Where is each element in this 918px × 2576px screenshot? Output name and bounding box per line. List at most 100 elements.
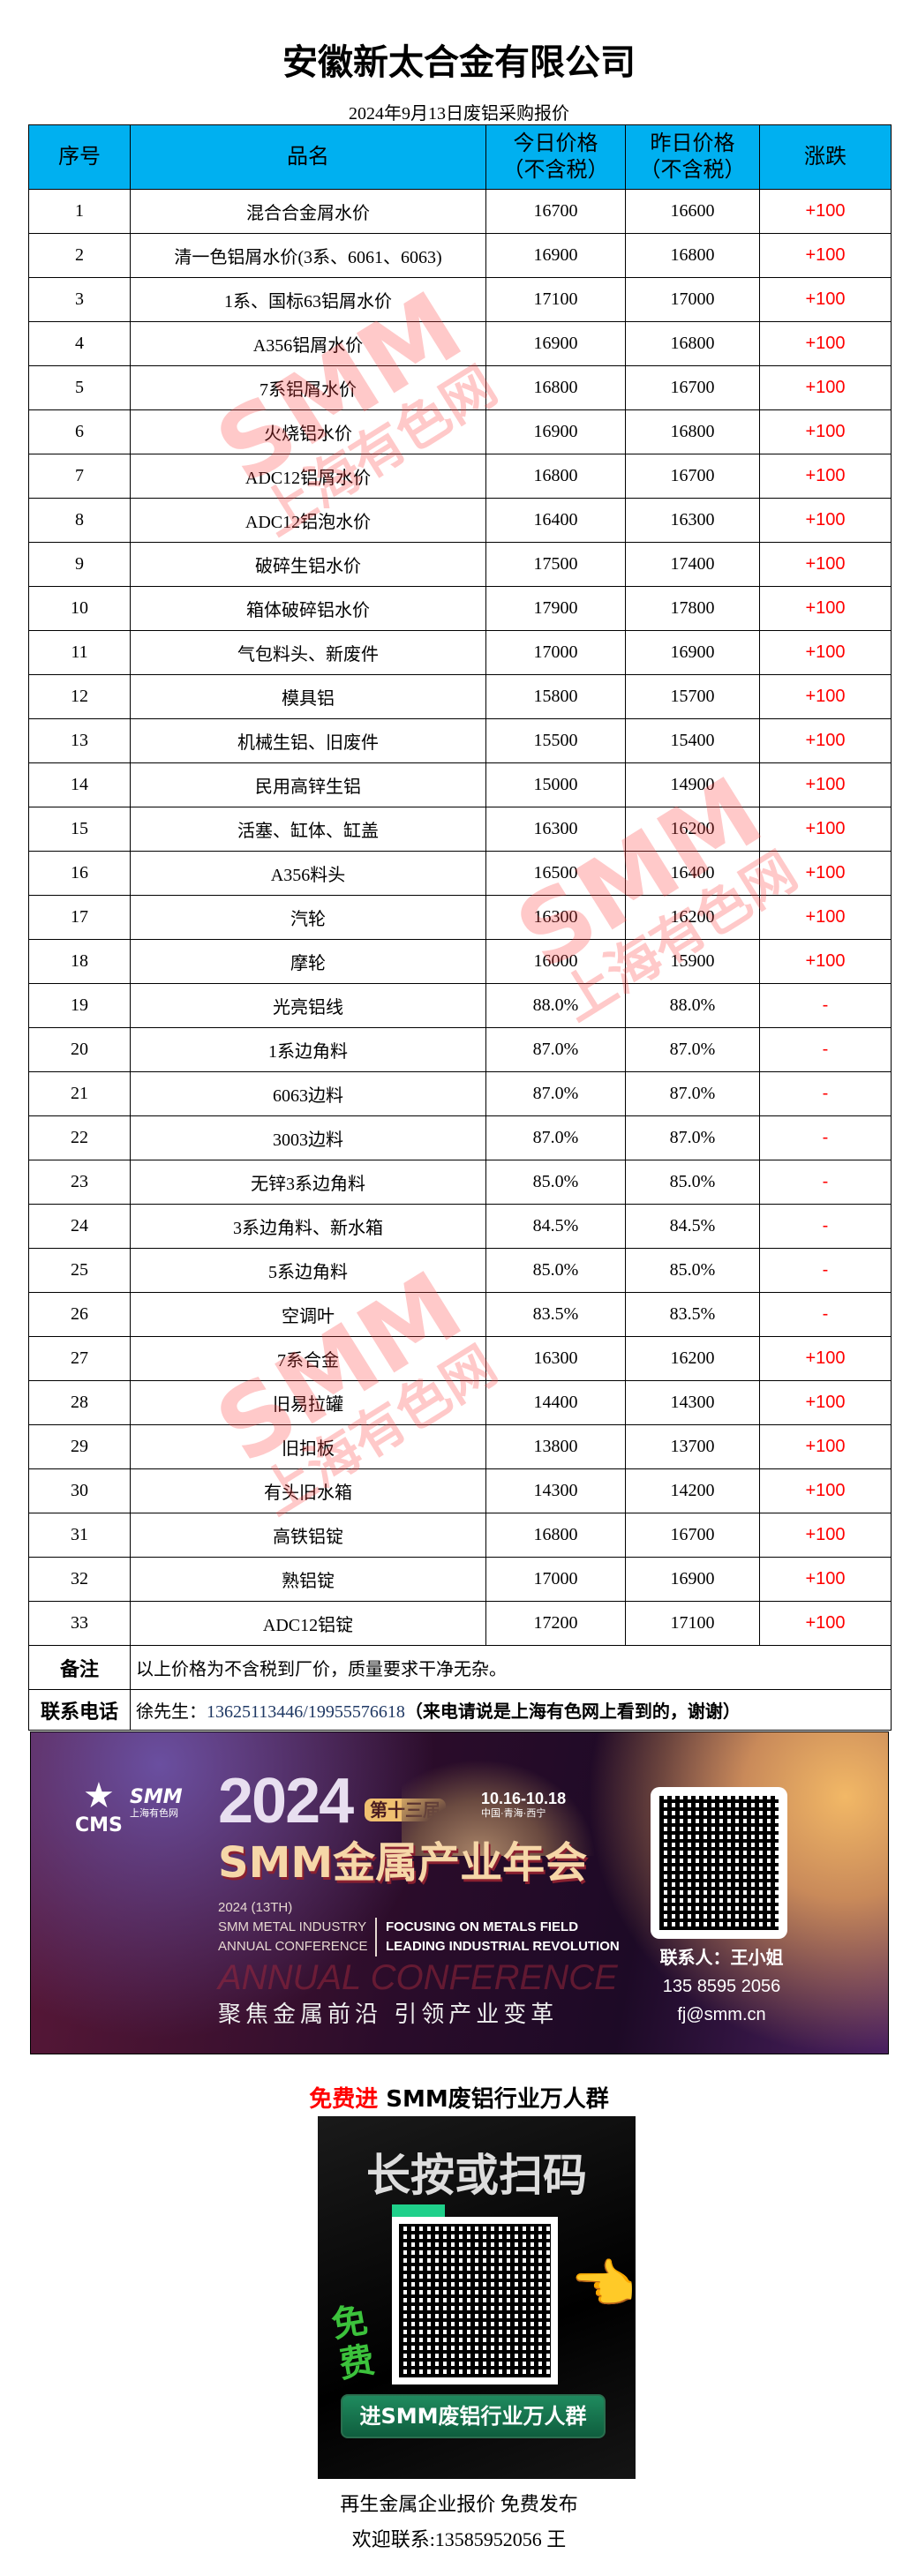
qr-pattern <box>399 2224 551 2377</box>
change: +100 <box>759 454 892 499</box>
row-no: 3 <box>28 277 131 322</box>
poster-button[interactable]: 进SMM废铝行业万人群 <box>341 2394 606 2438</box>
table-row: 27 7系合金 16300 16200 +100 <box>28 1336 892 1381</box>
row-no: 32 <box>28 1557 131 1602</box>
poster-free: 免费 <box>328 2300 378 2386</box>
today-price: 17000 <box>485 1557 626 1602</box>
item-name: A356料头 <box>130 851 486 896</box>
yesterday-price: 14300 <box>625 1380 760 1425</box>
change: - <box>759 1115 892 1160</box>
row-no: 13 <box>28 718 131 763</box>
row-no: 12 <box>28 674 131 719</box>
row-no: 9 <box>28 542 131 587</box>
banner-slogan: 聚焦金属前沿 引领产业变革 <box>218 2001 559 2028</box>
yesterday-price: 16800 <box>625 233 760 278</box>
page-title: 安徽新太合金有限公司 <box>282 42 636 83</box>
header-yest-note: （不含税） <box>639 159 746 182</box>
yesterday-price: 15900 <box>625 939 760 984</box>
row-no: 28 <box>28 1380 131 1425</box>
table-row: 1 混合合金屑水价 16700 16600 +100 <box>28 189 892 234</box>
item-name: 汽轮 <box>130 895 486 940</box>
smm-logo-text: SMM <box>130 1786 183 1808</box>
row-no: 11 <box>28 630 131 675</box>
today-price: 17200 <box>485 1601 626 1646</box>
notes-text: 以上价格为不含税到厂价，质量要求干净无杂。 <box>130 1645 892 1690</box>
star-icon: ★ <box>83 1776 115 1816</box>
table-row: 20 1系边角料 87.0% 87.0% - <box>28 1027 892 1072</box>
price-table: 序号 品名 今日价格 （不含税） 昨日价格 （不含税） 涨跌 1 混合合金屑水价 167… <box>28 124 892 1731</box>
today-price: 13800 <box>485 1424 626 1469</box>
today-price: 16500 <box>485 851 626 896</box>
item-name: 活塞、缸体、缸盖 <box>130 807 486 852</box>
yesterday-price: 83.5% <box>625 1292 760 1337</box>
banner-ghost-text: ANNUAL CONFERENCE <box>218 1958 618 1997</box>
row-no: 14 <box>28 762 131 807</box>
change: +100 <box>759 1557 892 1602</box>
item-name: 空调叶 <box>130 1292 486 1337</box>
smm-logo-sub: 上海有色网 <box>130 1807 178 1820</box>
group-poster[interactable]: 长按或扫码 👈 免费 进SMM废铝行业万人群 <box>318 2116 636 2479</box>
change: +100 <box>759 674 892 719</box>
banner-year: 2024 <box>218 1766 354 1836</box>
item-name: A356铝屑水价 <box>130 321 486 366</box>
item-name: 3系边角料、新水箱 <box>130 1204 486 1249</box>
table-row: 25 5系边角料 85.0% 85.0% - <box>28 1248 892 1293</box>
yesterday-price: 15700 <box>625 674 760 719</box>
row-no: 33 <box>28 1601 131 1646</box>
today-price: 15000 <box>485 762 626 807</box>
table-row: 30 有头旧水箱 14300 14200 +100 <box>28 1468 892 1513</box>
yesterday-price: 87.0% <box>625 1027 760 1072</box>
change: +100 <box>759 365 892 410</box>
banner-qr-code[interactable] <box>651 1787 787 1939</box>
item-name: ADC12铝屑水价 <box>130 454 486 499</box>
change: +100 <box>759 895 892 940</box>
poster-tab <box>392 2204 445 2217</box>
notes-label: 备注 <box>28 1645 131 1690</box>
item-name: 熟铝锭 <box>130 1557 486 1602</box>
en-line: ANNUAL CONFERENCE <box>218 1939 368 1954</box>
today-price: 87.0% <box>485 1027 626 1072</box>
header-today-note: （不含税） <box>502 159 609 182</box>
yesterday-price: 85.0% <box>625 1248 760 1293</box>
row-no: 23 <box>28 1160 131 1205</box>
yesterday-price: 16700 <box>625 365 760 410</box>
banner-dates: 10.16-10.18 中国·青海·西宁 <box>481 1790 566 1819</box>
change: - <box>759 1204 892 1249</box>
today-price: 16300 <box>485 807 626 852</box>
contact-phone: 13625113446/19955576618 <box>207 1702 405 1722</box>
group-qr-code[interactable] <box>392 2217 558 2384</box>
change: +100 <box>759 1468 892 1513</box>
item-name: 光亮铝线 <box>130 983 486 1028</box>
today-price: 16000 <box>485 939 626 984</box>
table-row: 24 3系边角料、新水箱 84.5% 84.5% - <box>28 1204 892 1249</box>
item-name: ADC12铝锭 <box>130 1601 486 1646</box>
group-title-text: SMM废铝行业万人群 <box>378 2086 609 2113</box>
today-price: 14400 <box>485 1380 626 1425</box>
header-name: 品名 <box>130 124 486 190</box>
table-row: 17 汽轮 16300 16200 +100 <box>28 895 892 940</box>
item-name: 箱体破碎铝水价 <box>130 586 486 631</box>
banner-contact-name: 联系人：王小姐 <box>659 1949 784 1968</box>
banner-en-left: 2024 (13TH) SMM METAL INDUSTRY ANNUAL CONF… <box>218 1898 367 1956</box>
change: +100 <box>759 586 892 631</box>
today-price: 88.0% <box>485 983 626 1028</box>
today-price: 16800 <box>485 454 626 499</box>
table-row: 19 光亮铝线 88.0% 88.0% - <box>28 983 892 1028</box>
today-price: 16900 <box>485 321 626 366</box>
table-row: 13 机械生铝、旧废件 15500 15400 +100 <box>28 718 892 763</box>
change: +100 <box>759 762 892 807</box>
row-no: 21 <box>28 1071 131 1116</box>
today-price: 15800 <box>485 674 626 719</box>
today-price: 17500 <box>485 542 626 587</box>
en-line: SMM METAL INDUSTRY <box>218 1919 367 1934</box>
footer-line2: 欢迎联系:13585952056 王 <box>351 2528 567 2550</box>
today-price: 16700 <box>485 189 626 234</box>
row-no: 8 <box>28 498 131 543</box>
row-no: 24 <box>28 1204 131 1249</box>
item-name: 火烧铝水价 <box>130 409 486 454</box>
table-row: 32 熟铝锭 17000 16900 +100 <box>28 1557 892 1602</box>
notes-row: 备注 以上价格为不含税到厂价，质量要求干净无杂。 <box>28 1645 892 1690</box>
change: - <box>759 1248 892 1293</box>
table-row: 15 活塞、缸体、缸盖 16300 16200 +100 <box>28 807 892 852</box>
